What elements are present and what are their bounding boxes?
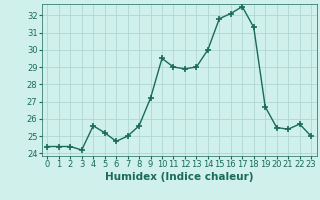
X-axis label: Humidex (Indice chaleur): Humidex (Indice chaleur) <box>105 172 253 182</box>
